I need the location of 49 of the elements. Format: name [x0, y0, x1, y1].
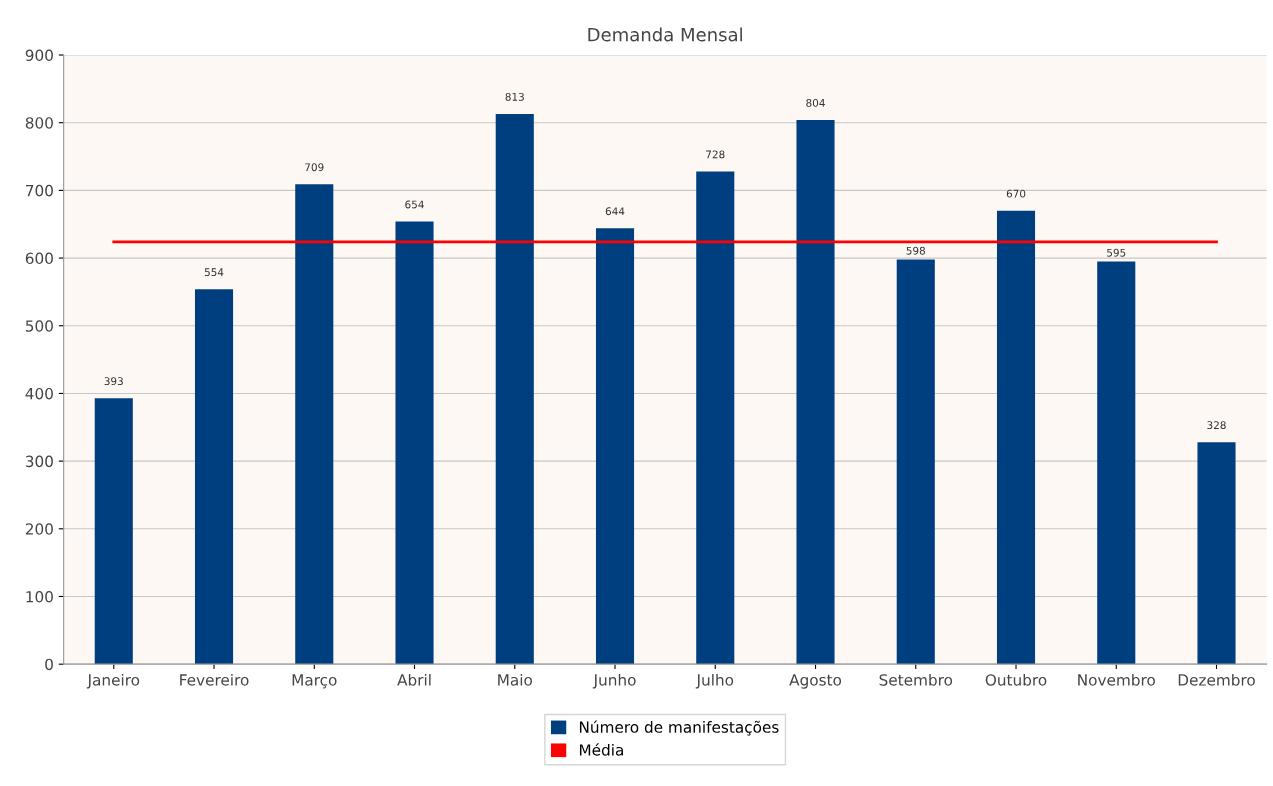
bar [595, 228, 635, 665]
bar [94, 398, 133, 665]
x-tick-label: Junho [592, 673, 636, 689]
x-tick-label: Fevereiro [180, 673, 249, 686]
legend-label: Média [579, 743, 623, 756]
x-tick-label: Abril [397, 673, 431, 686]
y-tick-label: 400 [25, 387, 53, 400]
data-label: 813 [505, 92, 524, 101]
legend-label: Número de manifestações [579, 720, 779, 736]
x-tick-label: Outubro [985, 673, 1047, 686]
y-tick-label: 700 [26, 184, 53, 197]
y-tick-label: 100 [26, 590, 53, 603]
data-label: 595 [1107, 248, 1126, 257]
y-tick-label: 600 [25, 252, 53, 265]
bar [996, 210, 1036, 665]
x-tick-label: Agosto [789, 674, 842, 689]
x-tick-label: Janeiro [86, 673, 140, 689]
y-tick-label: 0 [45, 658, 53, 671]
x-tick-label: Dezembro [1178, 673, 1255, 686]
data-label: 709 [305, 163, 324, 172]
data-label: 804 [806, 98, 825, 107]
data-label: 598 [906, 246, 925, 255]
data-label: 393 [104, 377, 123, 386]
y-tick-label: 500 [25, 320, 53, 332]
data-label: 670 [1006, 189, 1026, 198]
data-label: 728 [706, 150, 725, 159]
bar [696, 171, 735, 665]
y-tick-label: 300 [25, 455, 53, 468]
bar [495, 113, 534, 665]
x-tick-label: Novembro [1078, 673, 1155, 686]
data-label: 644 [605, 207, 625, 216]
x-tick-label: Julho [695, 673, 734, 689]
bar [896, 259, 935, 665]
bar [1097, 261, 1136, 665]
bar [194, 289, 234, 665]
x-tick-label: Setembro [879, 673, 953, 686]
chart-title: Demanda Mensal [588, 27, 742, 42]
data-label: 654 [405, 200, 424, 209]
bar [796, 120, 835, 665]
data-label: 554 [204, 268, 224, 277]
bar [1197, 442, 1236, 665]
bar [395, 221, 434, 665]
bar [295, 184, 334, 665]
data-label: 328 [1207, 421, 1226, 430]
y-tick-label: 800 [25, 117, 53, 129]
y-tick-label: 900 [25, 49, 53, 62]
x-tick-label: Março [292, 674, 337, 689]
x-tick-label: Maio [498, 673, 532, 686]
y-tick-label: 200 [25, 523, 53, 535]
